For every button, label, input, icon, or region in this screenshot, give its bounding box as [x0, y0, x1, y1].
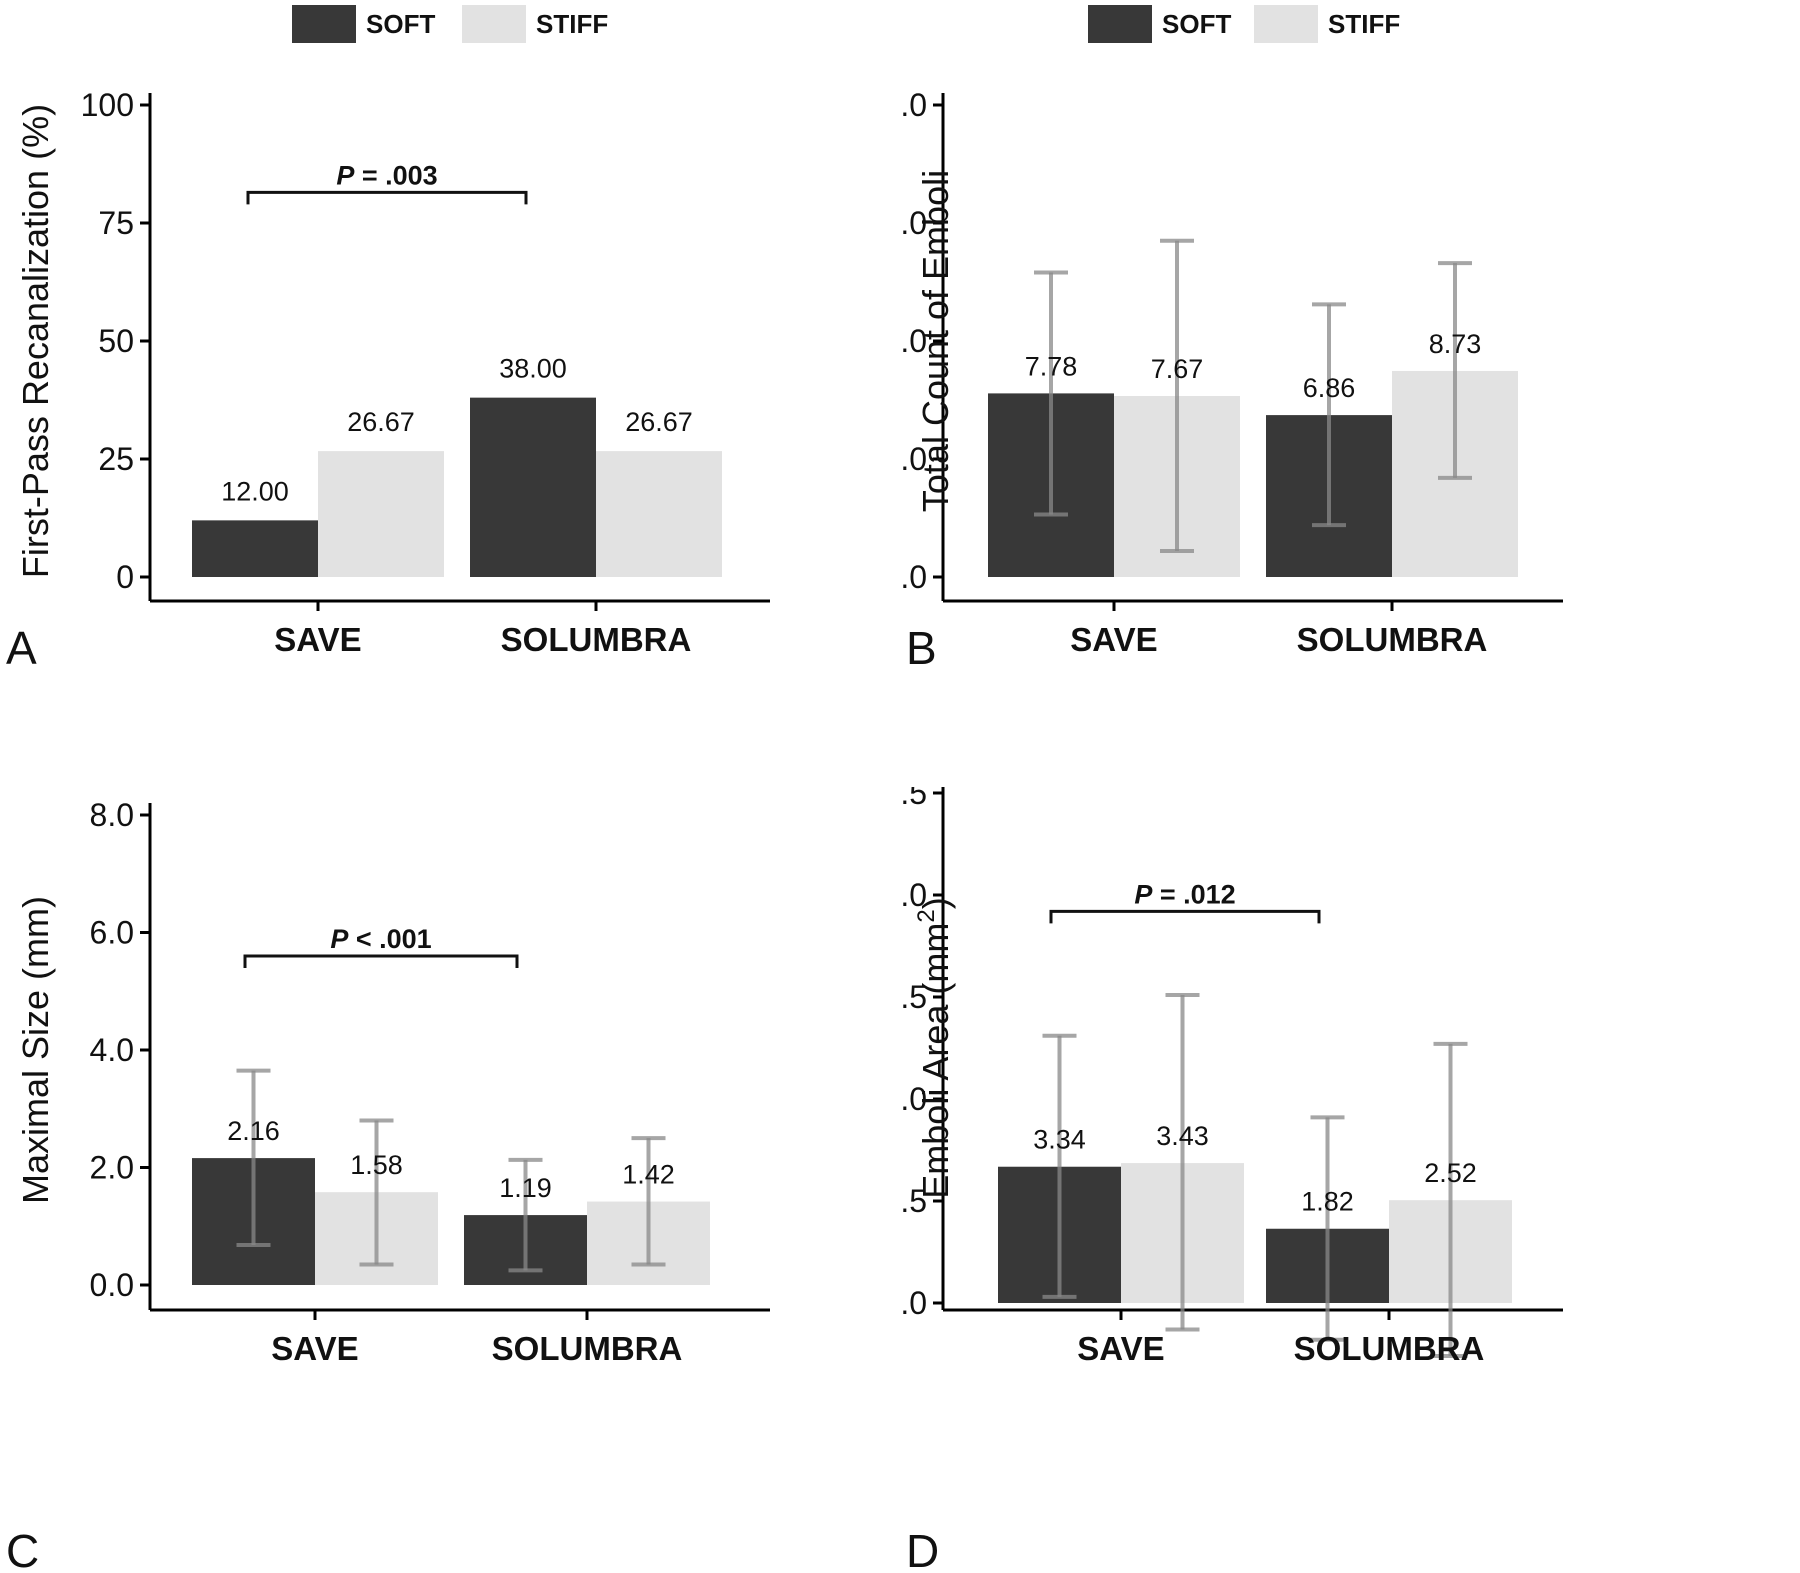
y-tick-label: 10.0 [900, 323, 927, 359]
y-axis-label: Maximal Size (mm) [15, 896, 56, 1204]
significance-bracket [246, 190, 528, 205]
legend-swatch-soft [1088, 5, 1152, 43]
legend-swatch-stiff [1254, 5, 1318, 43]
data-label: 12.00 [221, 476, 289, 506]
chart-svg: SOFTSTIFF0.02.55.07.510.012.53.343.43SAV… [900, 787, 1563, 1573]
significance-label: P = .003 [336, 160, 437, 190]
y-tick-label: 2.5 [900, 1183, 927, 1219]
y-axis-label: Emboli Area (mm2) [913, 897, 956, 1198]
y-tick-label: 8.0 [90, 797, 134, 833]
y-tick-label: 7.5 [900, 979, 927, 1015]
data-label: 2.52 [1424, 1158, 1477, 1188]
legend-label-stiff: STIFF [536, 9, 608, 39]
legend-label-stiff: STIFF [1328, 9, 1400, 39]
legend-label-soft: SOFT [1162, 9, 1231, 39]
bar-stiff-save [318, 451, 444, 577]
bar-stiff-solumbra [596, 451, 722, 577]
significance-bracket [1049, 909, 1321, 924]
y-tick-label: 4.0 [90, 1032, 134, 1068]
data-label: 7.67 [1151, 354, 1204, 384]
legend-label-soft: SOFT [366, 9, 435, 39]
y-tick-label: 6.0 [90, 915, 134, 951]
panel-letter: A [6, 622, 37, 674]
bar-soft-save [192, 520, 318, 577]
data-label: 1.82 [1301, 1187, 1354, 1217]
bar-soft-solumbra [470, 397, 596, 577]
x-tick-label: SAVE [274, 621, 361, 658]
y-tick-label: 5.0 [900, 1081, 927, 1117]
data-label: 26.67 [625, 407, 693, 437]
panel-d: SOFTSTIFF0.02.55.07.510.012.53.343.43SAV… [900, 787, 1800, 1573]
y-tick-label: 0 [116, 559, 134, 595]
y-tick-label: 50 [98, 323, 134, 359]
x-tick-label: SOLUMBRA [492, 1330, 683, 1367]
panel-letter: C [6, 1525, 39, 1573]
data-label: 8.73 [1429, 329, 1482, 359]
data-label: 1.42 [622, 1160, 675, 1190]
data-label: 3.43 [1156, 1121, 1209, 1151]
data-label: 1.58 [350, 1150, 403, 1180]
chart-svg: SOFTSTIFF0.02.04.06.08.02.161.58SAVE1.19… [6, 797, 770, 1573]
chart-svg: SOFT STIFF 0.0 5.0 10.0 15.0 20.0 7.78 7.67 SAVE 6… [900, 5, 1563, 674]
panel-letter: B [906, 622, 937, 674]
y-axis-label: First-Pass Recanalization (%) [15, 104, 56, 578]
x-tick-label: SOLUMBRA [501, 621, 692, 658]
y-tick-label: 10.0 [900, 877, 927, 913]
y-tick-label: 2.0 [90, 1150, 134, 1186]
significance-bracket [243, 954, 519, 968]
y-tick-label: 0.0 [900, 1285, 927, 1321]
panel-c: SOFTSTIFF0.02.04.06.08.02.161.58SAVE1.19… [0, 787, 900, 1573]
x-tick-label: SOLUMBRA [1297, 621, 1488, 658]
data-label: 1.19 [499, 1173, 552, 1203]
data-label: 26.67 [347, 407, 415, 437]
x-tick-label: SAVE [1070, 621, 1157, 658]
x-tick-label: SAVE [1077, 1330, 1164, 1367]
data-label: 6.86 [1303, 373, 1356, 403]
data-label: 3.34 [1033, 1125, 1086, 1155]
x-tick-label: SOLUMBRA [1294, 1330, 1485, 1367]
x-tick-label: SAVE [271, 1330, 358, 1367]
chart-svg: SOFT STIFF 0 25 50 75 100 12.00 26.67 SAVE 38.00 26… [6, 5, 770, 674]
data-label: 2.16 [227, 1116, 280, 1146]
data-label: 7.78 [1025, 351, 1078, 381]
significance-label: P = .012 [1134, 879, 1235, 909]
data-label: 38.00 [499, 354, 567, 384]
panel-b: SOFT STIFF 0.0 5.0 10.0 15.0 20.0 7.78 7.67 SAVE 6… [900, 0, 1800, 786]
y-tick-label: 0.0 [90, 1267, 134, 1303]
legend-swatch-soft [292, 5, 356, 43]
panel-a: SOFT STIFF 0 25 50 75 100 12.00 26.67 SAVE 38.00 26… [0, 0, 900, 786]
y-tick-label: 20.0 [900, 87, 927, 123]
legend-swatch-stiff [462, 5, 526, 43]
y-tick-label: 75 [98, 205, 134, 241]
y-tick-label: 0.0 [900, 559, 927, 595]
y-tick-label: 15.0 [900, 205, 927, 241]
y-tick-label: 100 [81, 87, 134, 123]
significance-label: P < .001 [330, 924, 431, 954]
panel-letter: D [906, 1525, 939, 1573]
y-axis-label: Total Count of Emboli [915, 170, 956, 512]
y-tick-label: 5.0 [900, 441, 927, 477]
y-tick-label: 12.5 [900, 787, 927, 811]
y-tick-label: 25 [98, 441, 134, 477]
